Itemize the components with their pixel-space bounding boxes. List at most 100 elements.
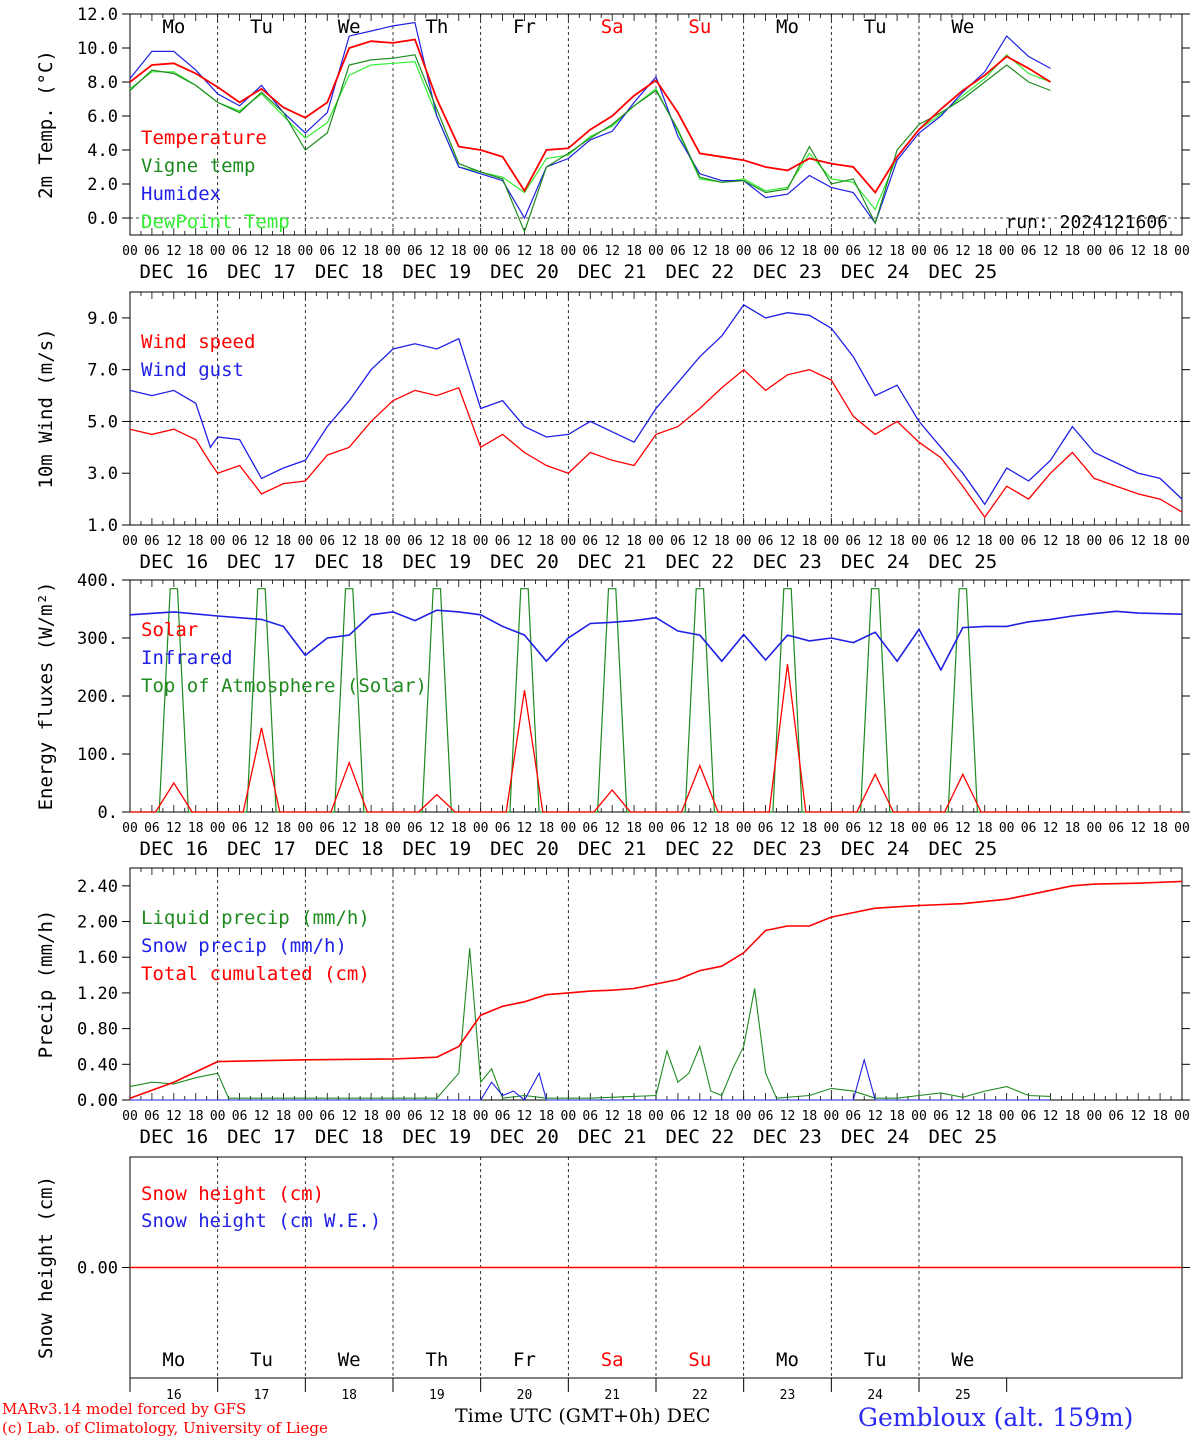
hour-tick-label: 06 xyxy=(933,821,949,836)
hour-tick-label: 06 xyxy=(495,244,511,259)
date-label: DEC 22 xyxy=(666,1126,735,1148)
legend-top-of-atmosphere-solar-: Top of Atmosphere (Solar) xyxy=(141,675,427,697)
day-label-bottom: Fr xyxy=(513,1349,536,1371)
date-label: DEC 20 xyxy=(490,838,559,860)
hour-tick-label: 06 xyxy=(845,821,861,836)
y-tick-label: 0.00 xyxy=(77,1259,118,1279)
hour-tick-label: 18 xyxy=(889,1109,905,1124)
date-label: DEC 23 xyxy=(753,838,822,860)
date-label: DEC 25 xyxy=(929,551,998,573)
hour-tick-label: 06 xyxy=(758,821,774,836)
hour-tick-label: 00 xyxy=(911,534,927,549)
hour-tick-label: 00 xyxy=(648,821,664,836)
y-tick-label: 3.0 xyxy=(87,464,118,484)
legend-liquid-precip-mm-h-: Liquid precip (mm/h) xyxy=(141,907,370,929)
hour-tick-label: 12 xyxy=(692,244,708,259)
hour-tick-label: 00 xyxy=(122,244,138,259)
hour-tick-label: 12 xyxy=(254,244,270,259)
y-axis-label: 10m Wind (m/s) xyxy=(35,328,57,488)
model-credit: MARv3.14 model forced by GFS xyxy=(2,1400,247,1418)
hour-tick-label: 06 xyxy=(845,244,861,259)
hour-tick-label: 18 xyxy=(714,821,730,836)
series-1 xyxy=(129,54,1051,234)
wind-series-1 xyxy=(129,304,1183,506)
hour-tick-label: 00 xyxy=(824,821,840,836)
hour-tick-label: 00 xyxy=(473,534,489,549)
hour-tick-label: 06 xyxy=(1108,1109,1124,1124)
y-tick-label: 6.0 xyxy=(87,107,118,127)
day-label-top: Th xyxy=(425,16,448,38)
day-number-label: 17 xyxy=(254,1388,270,1403)
y-tick-label: 300. xyxy=(77,629,118,649)
hour-tick-label: 06 xyxy=(144,534,160,549)
hour-tick-label: 12 xyxy=(429,1109,445,1124)
hour-tick-label: 12 xyxy=(341,821,357,836)
hour-tick-label: 00 xyxy=(648,244,664,259)
station-label: Gembloux (alt. 159m) xyxy=(858,1403,1134,1432)
hour-tick-label: 06 xyxy=(845,534,861,549)
hour-tick-label: 00 xyxy=(473,1109,489,1124)
hour-tick-label: 12 xyxy=(780,821,796,836)
y-tick-label: 0.00 xyxy=(77,1091,118,1111)
y-tick-label: 1.0 xyxy=(87,516,118,536)
hour-tick-label: 06 xyxy=(319,821,335,836)
hour-tick-label: 00 xyxy=(122,1109,138,1124)
time-axis-label: Time UTC (GMT+0h) DEC xyxy=(455,1405,711,1427)
hour-tick-label: 06 xyxy=(1021,534,1037,549)
y-tick-label: 8.0 xyxy=(87,73,118,93)
date-label: DEC 20 xyxy=(490,551,559,573)
y-tick-label: 12.0 xyxy=(77,5,118,25)
hour-tick-label: 06 xyxy=(582,1109,598,1124)
hour-tick-label: 12 xyxy=(867,534,883,549)
hour-tick-label: 12 xyxy=(166,1109,182,1124)
hour-tick-label: 18 xyxy=(714,1109,730,1124)
hour-tick-label: 00 xyxy=(298,244,314,259)
day-label-top: Fr xyxy=(513,16,536,38)
hour-tick-label: 06 xyxy=(232,244,248,259)
day-number-label: 22 xyxy=(692,1388,708,1403)
hour-tick-label: 06 xyxy=(232,1109,248,1124)
hour-tick-label: 00 xyxy=(561,534,577,549)
date-label: DEC 22 xyxy=(666,261,735,283)
hour-tick-label: 18 xyxy=(977,821,993,836)
hour-tick-label: 00 xyxy=(122,821,138,836)
hour-tick-label: 00 xyxy=(1174,244,1190,259)
y-tick-label: 10.0 xyxy=(77,39,118,59)
legend-wind-speed: Wind speed xyxy=(141,331,255,353)
hour-tick-label: 18 xyxy=(1065,244,1081,259)
day-label-bottom: Tu xyxy=(250,1349,273,1371)
hour-tick-label: 06 xyxy=(582,821,598,836)
day-label-top: Mo xyxy=(776,16,799,38)
hour-tick-label: 06 xyxy=(495,1109,511,1124)
hour-tick-label: 00 xyxy=(736,1109,752,1124)
day-label-bottom: Mo xyxy=(162,1349,185,1371)
day-number-label: 16 xyxy=(166,1388,182,1403)
y-axis-label: 2m Temp. (°C) xyxy=(35,50,57,199)
day-label-bottom: Sa xyxy=(601,1349,624,1371)
hour-tick-label: 06 xyxy=(407,821,423,836)
hour-tick-label: 00 xyxy=(122,534,138,549)
hour-tick-label: 18 xyxy=(1152,821,1168,836)
legend-snow-height-cm-w-e-: Snow height (cm W.E.) xyxy=(141,1210,381,1232)
day-number-label: 24 xyxy=(867,1388,883,1403)
hour-tick-label: 12 xyxy=(517,1109,533,1124)
hour-tick-label: 12 xyxy=(1043,244,1059,259)
hour-tick-label: 00 xyxy=(561,821,577,836)
hour-tick-label: 12 xyxy=(604,244,620,259)
y-tick-label: 0.80 xyxy=(77,1020,118,1040)
date-label: DEC 24 xyxy=(841,551,910,573)
legend-total-cumulated-cm-: Total cumulated (cm) xyxy=(141,963,370,985)
hour-tick-label: 18 xyxy=(276,821,292,836)
hour-tick-label: 12 xyxy=(1130,244,1146,259)
hour-tick-label: 12 xyxy=(429,244,445,259)
hour-tick-label: 06 xyxy=(670,821,686,836)
hour-tick-label: 12 xyxy=(780,534,796,549)
hour-tick-label: 00 xyxy=(736,534,752,549)
day-label-top: Sa xyxy=(601,16,624,38)
date-label: DEC 17 xyxy=(227,838,296,860)
hour-tick-label: 12 xyxy=(604,1109,620,1124)
hour-tick-label: 12 xyxy=(166,534,182,549)
hour-tick-label: 18 xyxy=(363,244,379,259)
hour-tick-label: 18 xyxy=(363,534,379,549)
snow-precip-series xyxy=(130,1057,1051,1101)
